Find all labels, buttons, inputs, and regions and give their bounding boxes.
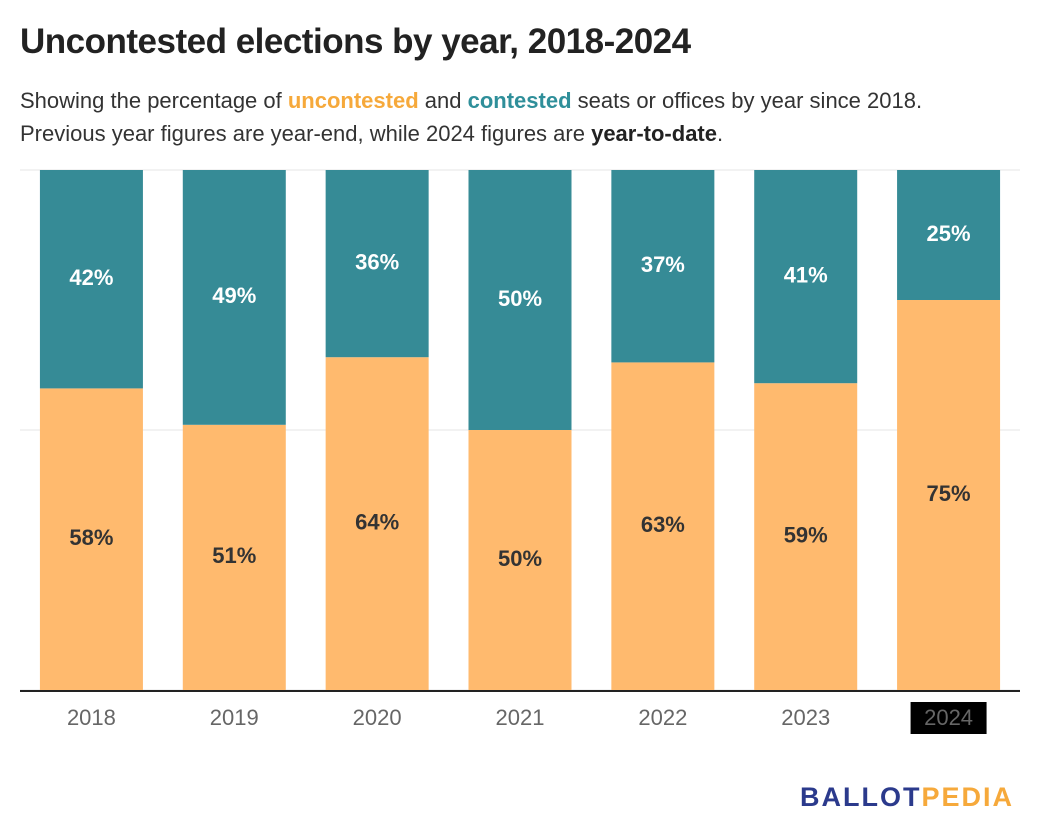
label-contested-2023: 41% xyxy=(784,262,828,287)
label-uncontested-2023: 59% xyxy=(784,522,828,547)
bar-uncontested-2024 xyxy=(897,300,1001,690)
bar-contested-2024 xyxy=(897,170,1001,300)
logo-part-ballot: BALLOT xyxy=(799,782,922,812)
subtitle-line2-pre: Previous year figures are year-end, whil… xyxy=(20,121,592,146)
chart-title: Uncontested elections by year, 2018-2024 xyxy=(20,22,691,61)
label-uncontested-2018: 58% xyxy=(69,525,113,550)
label-contested-2018: 42% xyxy=(69,265,113,290)
tick-label-2024: 2024 xyxy=(924,705,973,730)
label-uncontested-2020: 64% xyxy=(355,509,399,534)
bar-uncontested-2022 xyxy=(611,362,715,690)
subtitle-text-mid: and xyxy=(418,88,468,113)
bar-contested-2020 xyxy=(325,170,429,358)
ballotpedia-logo: BALLOTPEDIA xyxy=(800,782,1014,813)
tick-label-2020: 2020 xyxy=(353,705,402,730)
tick-highlight-bg-2024 xyxy=(910,702,987,734)
bar-uncontested-2020 xyxy=(325,357,429,690)
label-contested-2021: 50% xyxy=(498,286,542,311)
tick-label-2019: 2019 xyxy=(210,705,259,730)
subtitle-text-pre: Showing the percentage of xyxy=(20,88,288,113)
stacked-bar-chart: 58% 42% 2018 51% 49% 2019 64% 36% 2020 50% 50% 2021… xyxy=(20,169,1020,734)
tick-label-2021: 2021 xyxy=(496,705,545,730)
tick-label-2023: 2023 xyxy=(781,705,830,730)
bar-contested-2023 xyxy=(754,170,858,384)
label-uncontested-2021: 50% xyxy=(498,546,542,571)
bar-uncontested-2018 xyxy=(39,388,143,690)
subtitle-text-post: seats or offices by year since 2018. xyxy=(571,88,923,113)
label-contested-2020: 36% xyxy=(355,249,399,274)
label-uncontested-2019: 51% xyxy=(212,543,256,568)
subtitle-year-to-date: year-to-date xyxy=(591,121,717,146)
subtitle-contested-word: contested xyxy=(467,88,572,113)
label-uncontested-2022: 63% xyxy=(641,512,685,537)
bar-uncontested-2021 xyxy=(468,430,572,690)
tick-label-2018: 2018 xyxy=(67,705,116,730)
bar-contested-2018 xyxy=(39,170,143,389)
label-contested-2022: 37% xyxy=(641,252,685,277)
label-contested-2019: 49% xyxy=(212,283,256,308)
tick-label-2022: 2022 xyxy=(638,705,687,730)
chart-subtitle: Showing the percentage of uncontested an… xyxy=(20,84,1020,150)
bar-uncontested-2019 xyxy=(182,424,286,690)
subtitle-uncontested-word: uncontested xyxy=(287,88,419,113)
bar-contested-2021 xyxy=(468,170,572,430)
label-contested-2024: 25% xyxy=(927,221,971,246)
label-uncontested-2024: 75% xyxy=(927,481,971,506)
bar-contested-2022 xyxy=(611,170,715,363)
subtitle-line2-post: . xyxy=(717,121,724,146)
bar-uncontested-2023 xyxy=(754,383,858,690)
logo-part-pedia: PEDIA xyxy=(921,782,1014,812)
bar-contested-2019 xyxy=(182,170,286,425)
